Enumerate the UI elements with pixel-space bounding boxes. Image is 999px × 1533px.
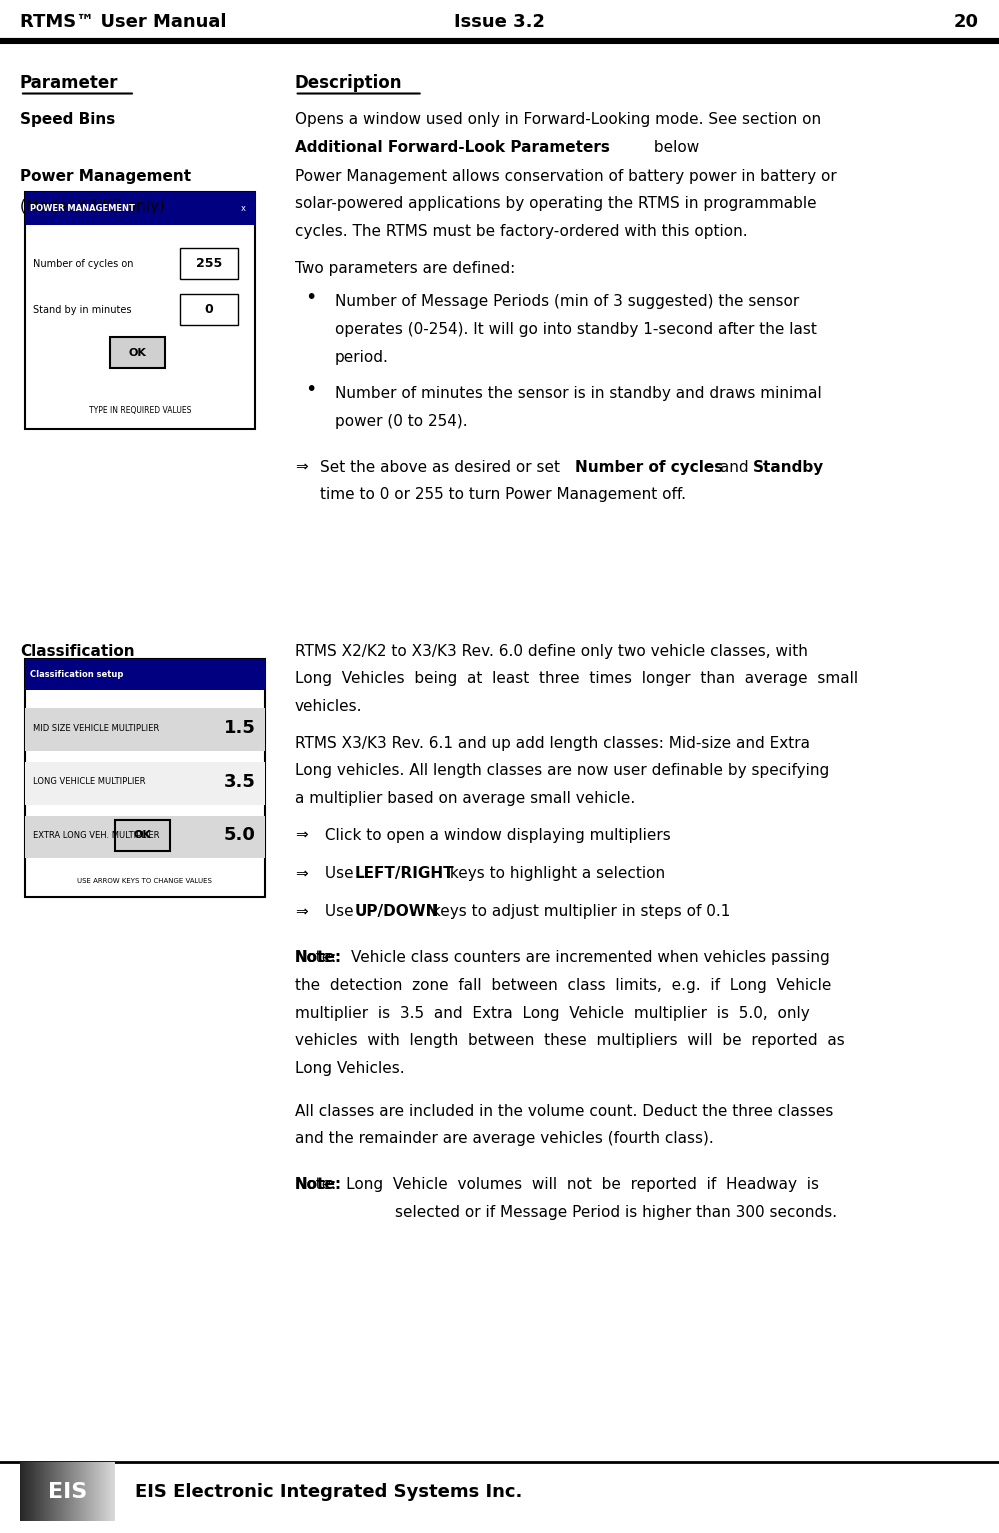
Text: Additional Forward-Look Parameters: Additional Forward-Look Parameters [295,140,609,155]
Text: time to 0 or 255 to turn Power Management off.: time to 0 or 255 to turn Power Managemen… [320,487,685,503]
FancyBboxPatch shape [25,192,255,429]
FancyBboxPatch shape [25,659,265,897]
Text: EIS Electronic Integrated Systems Inc.: EIS Electronic Integrated Systems Inc. [135,1482,522,1501]
Text: Two parameters are defined:: Two parameters are defined: [295,261,514,276]
Text: 3.5: 3.5 [224,773,256,791]
Bar [25,659,265,690]
Text: x: x [240,204,246,213]
Text: and: and [715,460,754,475]
Bar [25,816,265,858]
Text: Number of cycles: Number of cycles [575,460,723,475]
Text: ⇒: ⇒ [295,904,308,920]
Text: UP/DOWN: UP/DOWN [355,904,439,920]
Text: Speed Bins: Speed Bins [20,112,115,127]
Text: Opens a window used only in Forward-Looking mode. See section on: Opens a window used only in Forward-Look… [295,112,821,127]
Text: TYPE IN REQUIRED VALUES: TYPE IN REQUIRED VALUES [89,406,191,415]
Text: RTMS X3/K3 Rev. 6.1 and up add length classes: Mid-size and Extra: RTMS X3/K3 Rev. 6.1 and up add length cl… [295,736,810,751]
Text: ⇒: ⇒ [295,866,308,881]
Text: USE ARROW KEYS TO CHANGE VALUES: USE ARROW KEYS TO CHANGE VALUES [77,878,213,885]
Text: Power Management allows conservation of battery power in battery or: Power Management allows conservation of … [295,169,836,184]
Text: Long  Vehicles  being  at  least  three  times  longer  than  average  small: Long Vehicles being at least three times… [295,671,858,687]
Text: Parameter: Parameter [20,74,119,92]
Text: keys to highlight a selection: keys to highlight a selection [445,866,664,881]
Text: RTMS™ User Manual: RTMS™ User Manual [20,12,227,31]
Text: •: • [305,380,316,399]
Text: EIS: EIS [48,1481,87,1502]
Text: Use: Use [320,904,359,920]
Text: RTMS X2/K2 to X3/K3 Rev. 6.0 define only two vehicle classes, with: RTMS X2/K2 to X3/K3 Rev. 6.0 define only… [295,644,807,659]
Bar [25,708,265,751]
Text: period.: period. [335,350,389,365]
Text: selected or if Message Period is higher than 300 seconds.: selected or if Message Period is higher … [395,1205,837,1220]
Text: vehicles.: vehicles. [295,699,363,714]
Text: OK: OK [134,831,151,840]
Text: Classification: Classification [20,644,135,659]
FancyBboxPatch shape [115,820,170,851]
Text: Standby: Standby [753,460,824,475]
Text: vehicles  with  length  between  these  multipliers  will  be  reported  as: vehicles with length between these multi… [295,1033,844,1049]
Text: Note:: Note: [295,950,342,966]
Text: LONG VEHICLE MULTIPLIER: LONG VEHICLE MULTIPLIER [33,777,146,786]
Text: MID SIZE VEHICLE MULTIPLIER: MID SIZE VEHICLE MULTIPLIER [33,724,159,733]
Text: ⇒: ⇒ [295,828,308,843]
Text: All classes are included in the volume count. Deduct the three classes: All classes are included in the volume c… [295,1104,833,1119]
Text: and the remainder are average vehicles (fourth class).: and the remainder are average vehicles (… [295,1131,713,1147]
Text: Note:  Long  Vehicle  volumes  will  not  be  reported  if  Headway  is: Note: Long Vehicle volumes will not be r… [295,1177,819,1193]
Text: multiplier  is  3.5  and  Extra  Long  Vehicle  multiplier  is  5.0,  only: multiplier is 3.5 and Extra Long Vehicle… [295,1006,809,1021]
Text: Number of Message Periods (min of 3 suggested) the sensor: Number of Message Periods (min of 3 sugg… [335,294,799,310]
Text: operates (0-254). It will go into standby 1-second after the last: operates (0-254). It will go into standb… [335,322,816,337]
Text: Stand by in minutes: Stand by in minutes [33,305,132,314]
Bar [25,192,255,225]
FancyBboxPatch shape [180,294,238,325]
Text: Long Vehicles.: Long Vehicles. [295,1061,405,1076]
Text: below: below [649,140,699,155]
Bar [25,762,265,805]
Text: EXTRA LONG VEH. MULTIPLIER: EXTRA LONG VEH. MULTIPLIER [33,831,160,840]
Text: POWER MANAGEMENT: POWER MANAGEMENT [30,204,135,213]
Text: a multiplier based on average small vehicle.: a multiplier based on average small vehi… [295,791,635,806]
FancyBboxPatch shape [110,337,165,368]
Text: Use: Use [320,866,359,881]
Text: LEFT/RIGHT: LEFT/RIGHT [355,866,455,881]
Text: power (0 to 254).: power (0 to 254). [335,414,468,429]
Text: Classification setup: Classification setup [30,670,123,679]
Text: Note:: Note: [295,1177,342,1193]
Text: solar-powered applications by operating the RTMS in programmable: solar-powered applications by operating … [295,196,816,212]
Text: Issue 3.2: Issue 3.2 [454,12,545,31]
Text: Set the above as desired or set: Set the above as desired or set [320,460,564,475]
FancyBboxPatch shape [180,248,238,279]
Text: Note:   Vehicle class counters are incremented when vehicles passing: Note: Vehicle class counters are increme… [295,950,829,966]
Text: Number of minutes the sensor is in standby and draws minimal: Number of minutes the sensor is in stand… [335,386,821,402]
Text: 0: 0 [205,304,213,316]
Text: 5.0: 5.0 [224,826,256,845]
Text: Click to open a window displaying multipliers: Click to open a window displaying multip… [320,828,670,843]
Text: (Model X3/K3 only): (Model X3/K3 only) [20,199,165,215]
Text: Power Management: Power Management [20,169,191,184]
Text: 255: 255 [196,258,222,270]
Text: cycles. The RTMS must be factory-ordered with this option.: cycles. The RTMS must be factory-ordered… [295,224,747,239]
Text: Number of cycles on: Number of cycles on [33,259,134,268]
Text: OK: OK [129,348,146,357]
Text: 20: 20 [954,12,979,31]
Text: Long vehicles. All length classes are now user definable by specifying: Long vehicles. All length classes are no… [295,763,829,779]
Text: •: • [305,288,316,307]
Text: 1.5: 1.5 [224,719,256,737]
Text: keys to adjust multiplier in steps of 0.1: keys to adjust multiplier in steps of 0.… [427,904,730,920]
Text: Description: Description [295,74,403,92]
Text: ⇒: ⇒ [295,460,308,475]
Text: the  detection  zone  fall  between  class  limits,  e.g.  if  Long  Vehicle: the detection zone fall between class li… [295,978,831,993]
